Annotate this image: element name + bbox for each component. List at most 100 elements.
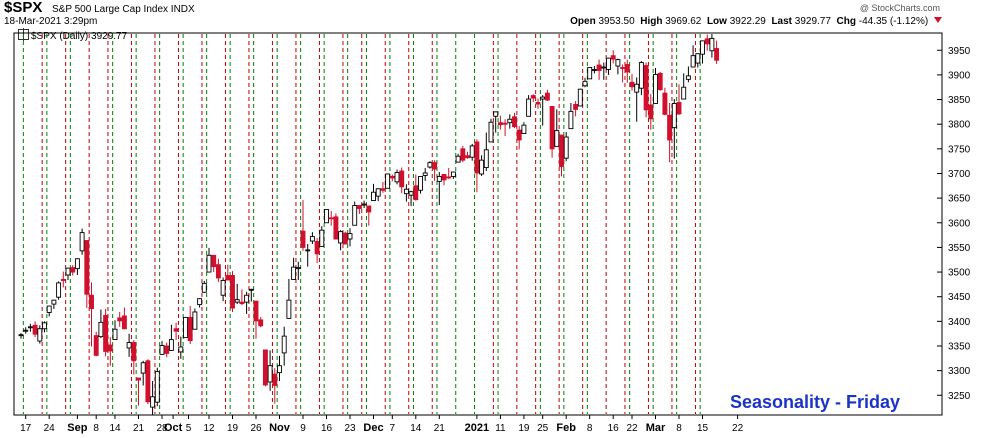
candle-body <box>563 136 569 159</box>
candle <box>446 168 452 179</box>
x-tick-label: 14 <box>109 423 121 434</box>
candle-body <box>521 124 527 135</box>
candle-body <box>493 111 499 117</box>
candle-body <box>178 346 184 353</box>
x-tick-label: 2021 <box>465 422 489 434</box>
x-tick-label: 19 <box>518 423 530 434</box>
candle <box>201 280 207 293</box>
candle <box>89 282 94 347</box>
candle-body <box>206 254 212 273</box>
candle-body <box>140 362 146 374</box>
candle-body <box>629 81 635 88</box>
candle <box>488 118 494 143</box>
ticker-symbol[interactable]: $SPX <box>4 0 43 16</box>
candle-body <box>154 371 160 403</box>
candle <box>643 62 649 118</box>
last-value: 3929.77 <box>794 16 831 27</box>
candle-body <box>338 231 344 244</box>
candle-body <box>596 64 602 71</box>
y-tick-label: 3350 <box>948 341 971 352</box>
candle <box>690 45 696 68</box>
candle <box>530 94 536 103</box>
candle <box>295 261 301 280</box>
candle <box>709 33 715 58</box>
candle-body <box>42 322 47 330</box>
candle <box>225 264 231 281</box>
candle-body <box>253 300 259 322</box>
candle <box>93 331 99 357</box>
x-tick-label: 15 <box>697 423 709 434</box>
candle-body <box>150 396 156 408</box>
x-tick-label: 19 <box>227 423 239 434</box>
candle-body <box>544 92 550 101</box>
candle-body <box>685 75 691 80</box>
candle-body <box>488 121 494 143</box>
candle-body <box>215 264 221 279</box>
candle-body <box>262 349 268 386</box>
y-tick-label: 3450 <box>948 292 971 303</box>
candle <box>65 267 71 280</box>
candle <box>23 327 29 334</box>
candle-body <box>643 65 649 111</box>
candle <box>465 151 470 159</box>
candle-body <box>352 205 358 226</box>
candle-body <box>418 175 423 191</box>
candle <box>653 67 658 104</box>
candle <box>408 190 414 207</box>
candle <box>615 58 621 75</box>
candle-body <box>60 279 66 281</box>
candle <box>150 380 156 416</box>
candle-body <box>121 315 127 330</box>
candle-body <box>549 105 555 150</box>
candle <box>253 300 259 339</box>
candle-body <box>131 342 137 362</box>
candle-body <box>107 344 113 352</box>
candle <box>281 326 287 366</box>
candle-body <box>700 40 705 55</box>
candle-body <box>662 92 668 115</box>
candle <box>126 333 132 357</box>
candle-body <box>258 319 264 327</box>
candle-body <box>681 86 687 100</box>
candle <box>700 40 705 64</box>
x-tick-label: Feb <box>556 422 576 434</box>
candle-body <box>690 55 696 68</box>
candle <box>596 59 602 80</box>
candle <box>587 67 593 80</box>
candle-body <box>32 324 38 335</box>
candle <box>375 188 381 202</box>
candle-body <box>450 171 456 177</box>
x-tick-label: Sep <box>67 422 87 434</box>
candle <box>601 62 607 80</box>
candle <box>714 40 720 64</box>
candle-body <box>295 267 301 270</box>
candle-body <box>347 233 353 240</box>
candle <box>676 84 682 115</box>
candle-body <box>65 267 71 276</box>
candle-body <box>413 185 419 201</box>
candle <box>211 254 217 273</box>
candle <box>577 88 583 107</box>
candle-body <box>653 73 658 104</box>
candle <box>441 174 447 186</box>
x-tick-label: 8 <box>93 423 99 434</box>
candle <box>366 205 372 226</box>
x-tick-label: 5 <box>186 423 192 434</box>
candle-body <box>441 174 447 181</box>
candle <box>450 171 456 179</box>
candle-body <box>23 329 29 332</box>
candle <box>183 316 188 339</box>
candle <box>27 323 33 332</box>
y-tick-label: 3700 <box>948 169 971 180</box>
chg-label: Chg <box>836 16 856 27</box>
candle-body <box>46 305 52 313</box>
candle-body <box>714 48 720 61</box>
candle <box>187 306 193 345</box>
candle-body <box>277 365 282 374</box>
x-tick-label: 22 <box>626 423 638 434</box>
candle <box>277 355 282 381</box>
candle <box>230 271 235 312</box>
candle <box>544 89 550 102</box>
candle <box>540 95 546 126</box>
